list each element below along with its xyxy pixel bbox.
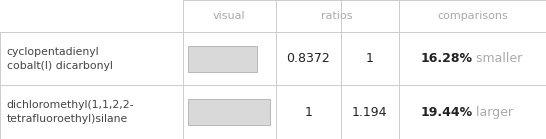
Text: 0.8372: 0.8372	[287, 52, 330, 65]
Text: 19.44%: 19.44%	[420, 106, 472, 119]
Text: visual: visual	[213, 11, 246, 21]
Bar	[188, 46, 257, 72]
Text: ratios: ratios	[322, 11, 353, 21]
Bar	[188, 99, 270, 125]
Text: smaller: smaller	[472, 52, 523, 65]
Text: larger: larger	[472, 106, 513, 119]
Text: 1: 1	[305, 106, 312, 119]
Text: 1.194: 1.194	[352, 106, 388, 119]
Text: comparisons: comparisons	[437, 11, 508, 21]
Text: dichloromethyl(1,1,2,2-
tetrafluoroethyl)silane: dichloromethyl(1,1,2,2- tetrafluoroethyl…	[7, 100, 134, 124]
Text: 16.28%: 16.28%	[420, 52, 472, 65]
Text: 1: 1	[366, 52, 374, 65]
Text: cyclopentadienyl
cobalt(I) dicarbonyl: cyclopentadienyl cobalt(I) dicarbonyl	[7, 47, 112, 71]
